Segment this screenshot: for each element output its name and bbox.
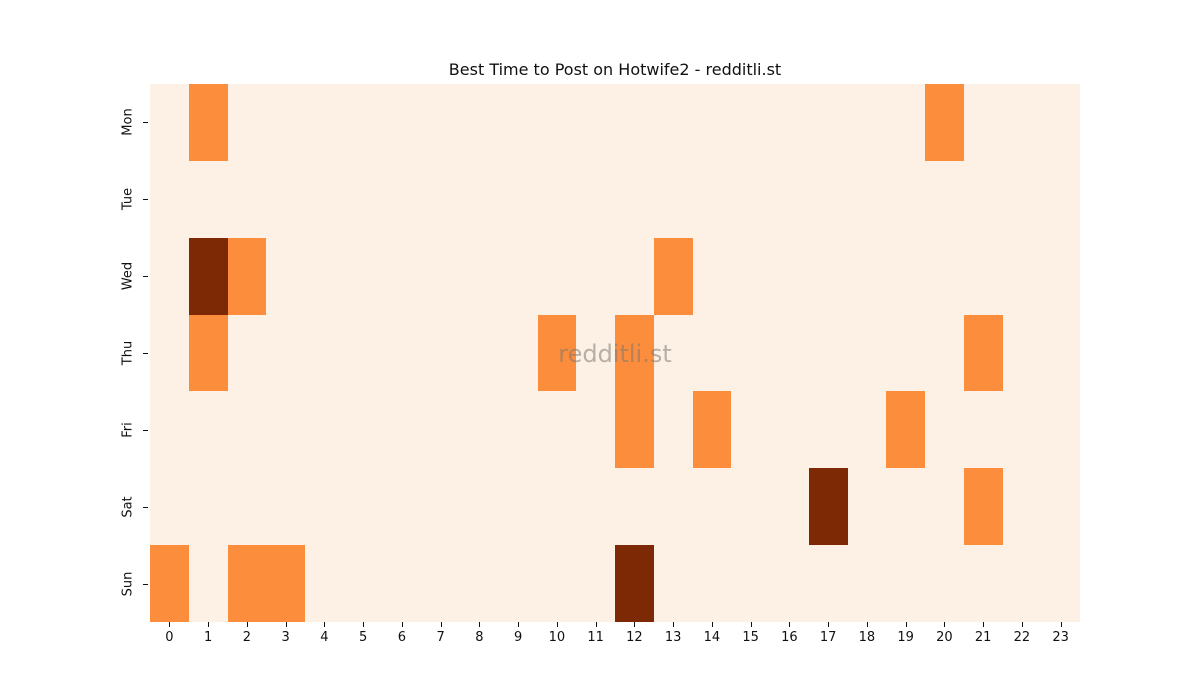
y-tick-mark-Sat (143, 506, 148, 508)
y-tick-mark-Mon (143, 122, 148, 124)
y-tick-label-Wed: Wed (120, 261, 136, 291)
heatmap-cell-Wed-13 (654, 238, 693, 315)
x-tick-label-22: 22 (1013, 630, 1031, 645)
x-tick-mark-20 (944, 622, 946, 627)
x-tick-mark-12 (634, 622, 636, 627)
heatmap-cell-Thu-12 (615, 315, 654, 391)
x-tick-mark-8 (479, 622, 481, 627)
heatmap-cell-Sat-17 (809, 468, 848, 545)
x-tick-label-15: 15 (742, 630, 759, 645)
x-tick-mark-13 (673, 622, 675, 627)
heatmap-cell-Fri-14 (693, 391, 731, 468)
x-tick-mark-4 (324, 622, 326, 627)
heatmap-plot-area (150, 84, 1080, 622)
heatmap-cell-Fri-12 (615, 391, 654, 468)
y-tick-label-Sat: Sat (120, 496, 136, 518)
x-tick-label-3: 3 (281, 630, 290, 645)
x-tick-label-11: 11 (587, 630, 604, 645)
x-tick-label-10: 10 (548, 630, 566, 645)
x-tick-label-9: 9 (513, 630, 523, 645)
x-tick-mark-9 (518, 622, 520, 627)
heatmap-cell-Thu-1 (189, 315, 228, 391)
y-tick-mark-Sun (143, 583, 148, 585)
heatmap-cell-Fri-19 (886, 391, 925, 468)
x-tick-mark-2 (246, 622, 248, 627)
heatmap-cell-Thu-21 (964, 315, 1003, 391)
y-tick-mark-Wed (143, 276, 148, 278)
y-tick-label-Thu: Thu (120, 340, 136, 366)
x-tick-label-19: 19 (897, 630, 914, 645)
x-tick-label-5: 5 (358, 630, 368, 645)
x-tick-label-1: 1 (203, 630, 213, 645)
x-tick-label-20: 20 (936, 630, 953, 645)
x-tick-mark-6 (401, 622, 403, 627)
y-tick-mark-Thu (143, 353, 148, 354)
x-tick-label-23: 23 (1052, 630, 1069, 645)
x-tick-label-13: 13 (664, 630, 682, 645)
heatmap-cell-Sat-21 (964, 468, 1003, 545)
heatmap-cell-Wed-1 (189, 238, 228, 315)
heatmap-cell-Sun-0 (150, 545, 189, 622)
x-tick-label-0: 0 (165, 630, 174, 645)
x-tick-label-2: 2 (242, 630, 252, 645)
x-tick-mark-11 (595, 622, 597, 627)
x-tick-label-6: 6 (397, 630, 407, 645)
heatmap-cell-Sun-12 (615, 545, 654, 622)
x-tick-mark-5 (363, 622, 365, 627)
x-tick-mark-7 (440, 622, 442, 627)
heatmap-cell-Mon-20 (925, 84, 964, 161)
x-tick-label-21: 21 (974, 630, 992, 645)
x-tick-label-4: 4 (320, 630, 329, 645)
x-tick-mark-23 (1060, 622, 1062, 627)
x-tick-label-17: 17 (819, 630, 837, 645)
x-tick-mark-15 (750, 622, 752, 627)
y-tick-mark-Tue (143, 199, 148, 201)
x-tick-mark-22 (1021, 622, 1023, 627)
x-tick-label-7: 7 (436, 630, 445, 645)
x-tick-mark-1 (208, 622, 210, 627)
x-tick-mark-19 (905, 622, 907, 627)
heatmap-cell-Sun-3 (266, 545, 305, 622)
heatmap-cell-Sun-2 (228, 545, 266, 622)
x-tick-mark-18 (866, 622, 868, 627)
heatmap-cell-Thu-10 (538, 315, 576, 391)
x-tick-mark-16 (789, 622, 791, 627)
x-tick-label-14: 14 (703, 630, 721, 645)
x-tick-mark-21 (983, 622, 985, 627)
heatmap-cell-Wed-2 (228, 238, 266, 315)
y-tick-mark-Fri (143, 429, 148, 431)
y-tick-label-Mon: Mon (120, 108, 136, 137)
x-tick-label-12: 12 (626, 630, 643, 645)
y-tick-label-Tue: Tue (120, 188, 136, 211)
x-tick-mark-14 (711, 622, 713, 627)
chart-title: Best Time to Post on Hotwife2 - redditli… (448, 60, 782, 79)
x-tick-mark-3 (285, 622, 287, 627)
x-tick-label-16: 16 (781, 630, 798, 645)
x-tick-mark-0 (169, 622, 171, 627)
x-tick-mark-10 (556, 622, 558, 627)
y-tick-label-Fri: Fri (120, 422, 136, 438)
x-tick-label-18: 18 (858, 630, 876, 645)
x-tick-label-8: 8 (475, 630, 484, 645)
y-tick-label-Sun: Sun (120, 571, 136, 596)
x-tick-mark-17 (828, 622, 830, 627)
heatmap-cell-Mon-1 (189, 84, 228, 161)
